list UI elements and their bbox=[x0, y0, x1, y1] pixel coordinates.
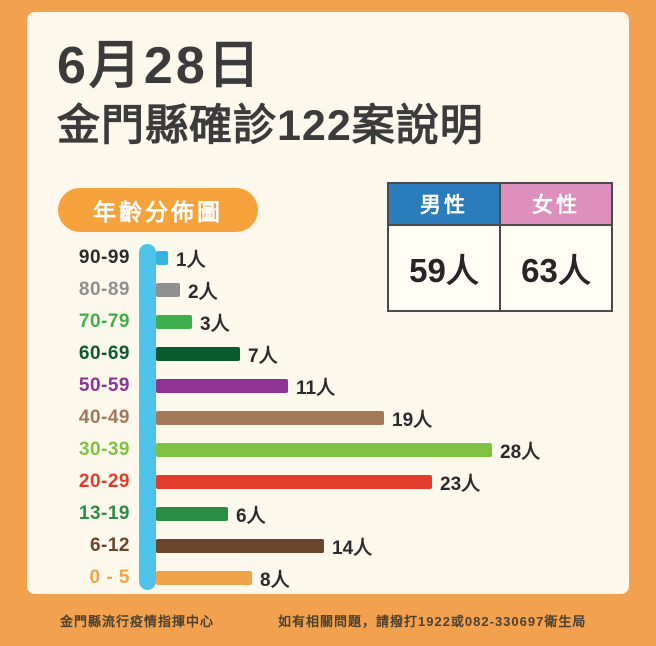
title-date: 6月28日 bbox=[57, 37, 263, 95]
bar bbox=[156, 475, 432, 489]
bar bbox=[156, 539, 324, 553]
age-group-label: 13-19 bbox=[78, 503, 130, 524]
bar-value-label: 1人 bbox=[176, 249, 206, 271]
bar bbox=[156, 507, 228, 521]
footer-org: 金門縣流行疫情指揮中心 bbox=[60, 613, 215, 629]
age-group-label: 50-59 bbox=[78, 375, 130, 396]
bar-value-label: 7人 bbox=[248, 345, 278, 367]
chart-row: 30-39 28人 bbox=[49, 434, 615, 466]
chart-row: 40-49 19人 bbox=[49, 402, 615, 434]
title-main: 金門縣確診122案說明 bbox=[57, 102, 484, 150]
chart-row: 50-59 11人 bbox=[49, 370, 615, 402]
chart-row: 20-29 23人 bbox=[49, 466, 615, 498]
bar bbox=[156, 315, 192, 329]
chart-axis bbox=[139, 244, 156, 590]
bar bbox=[156, 379, 288, 393]
bar bbox=[156, 251, 168, 265]
footer: 金門縣流行疫情指揮中心 如有相關問題，請撥打1922或082-330697衛生局 bbox=[0, 594, 656, 646]
female-count: 63人 bbox=[501, 226, 611, 310]
bar-value-label: 6人 bbox=[236, 505, 266, 527]
age-chart-badge-label: 年齡分佈圖 bbox=[93, 199, 223, 225]
bar bbox=[156, 283, 180, 297]
age-group-label: 20-29 bbox=[78, 471, 130, 492]
bar-value-label: 2人 bbox=[188, 281, 218, 303]
female-header: 女性 bbox=[501, 184, 611, 224]
bar-value-label: 19人 bbox=[392, 409, 433, 431]
age-group-label: 6-12 bbox=[89, 535, 130, 556]
bar-value-label: 11人 bbox=[296, 377, 336, 399]
bar bbox=[156, 347, 240, 361]
male-header: 男性 bbox=[389, 184, 499, 224]
chart-row: 70-79 3人 bbox=[49, 306, 615, 338]
bar-value-label: 14人 bbox=[332, 537, 373, 559]
page-title: 6月28日 金門縣確診122案說明 bbox=[57, 34, 484, 154]
gender-table: 男性 女性 59人 63人 bbox=[387, 182, 613, 312]
chart-row: 6-12 14人 bbox=[49, 530, 615, 562]
age-group-label: 0 - 5 bbox=[89, 567, 130, 588]
age-group-label: 30-39 bbox=[78, 439, 130, 460]
bar-value-label: 8人 bbox=[260, 569, 290, 591]
age-chart-badge: 年齡分佈圖 bbox=[58, 188, 258, 232]
chart-row: 80-89 2人 bbox=[49, 274, 615, 306]
bar bbox=[156, 411, 384, 425]
age-group-label: 70-79 bbox=[78, 311, 130, 332]
bar bbox=[156, 571, 252, 585]
age-group-label: 60-69 bbox=[78, 343, 130, 364]
age-group-label: 80-89 bbox=[78, 279, 130, 300]
bar-value-label: 3人 bbox=[200, 313, 230, 335]
bar-value-label: 23人 bbox=[440, 473, 481, 495]
chart-row: 60-69 7人 bbox=[49, 338, 615, 370]
content-panel: 6月28日 金門縣確診122案說明 年齡分佈圖 男性 女性 59人 63人 90… bbox=[27, 12, 629, 594]
male-count: 59人 bbox=[389, 226, 499, 310]
bar-value-label: 28人 bbox=[500, 441, 541, 463]
chart-row: 13-19 6人 bbox=[49, 498, 615, 530]
chart-row: 0 - 5 8人 bbox=[49, 562, 615, 594]
age-group-label: 40-49 bbox=[78, 407, 130, 428]
bar bbox=[156, 443, 492, 457]
chart-row: 90-99 1人 bbox=[49, 242, 615, 274]
age-group-label: 90-99 bbox=[78, 247, 130, 268]
footer-contact: 如有相關問題，請撥打1922或082-330697衛生局 bbox=[278, 613, 587, 629]
age-bar-chart: 90-99 1人 80-89 2人 70-79 3人 60-69 7人 50-59 11人 40-4… bbox=[49, 242, 615, 594]
